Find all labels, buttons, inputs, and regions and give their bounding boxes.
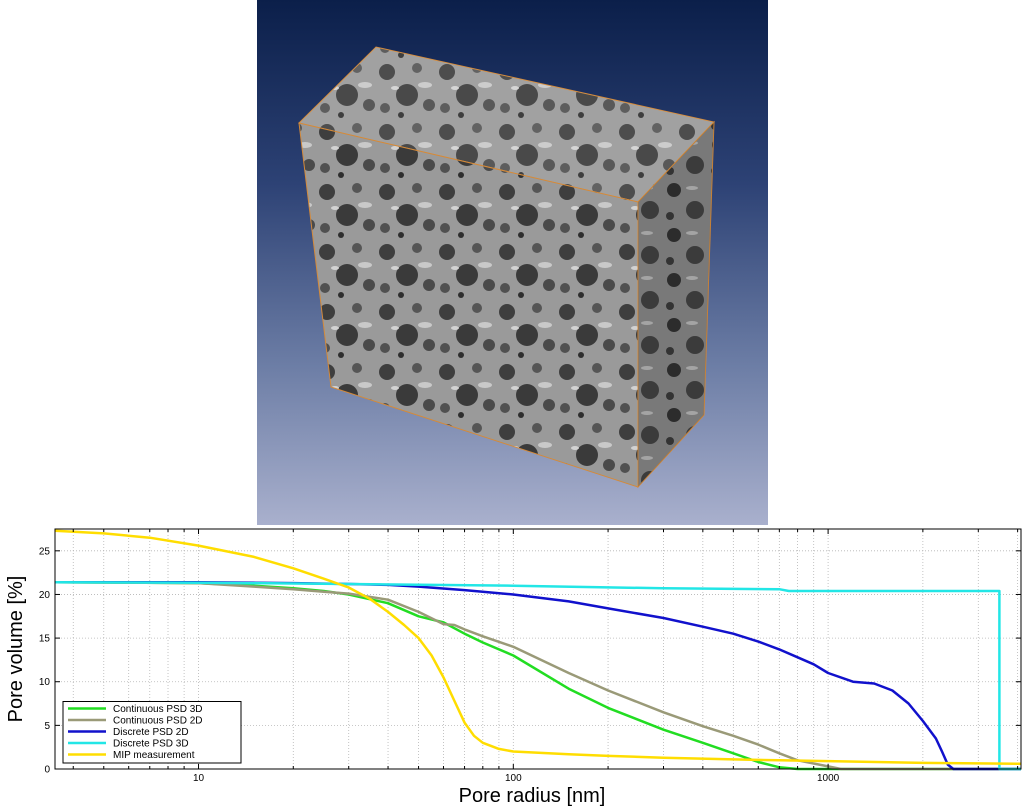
series-line [54, 580, 1021, 771]
y-tick-label: 10 [39, 677, 51, 688]
x-tick-label: 100 [505, 773, 522, 784]
y-tick-label: 0 [44, 765, 50, 776]
legend-label: Discrete PSD 3D [113, 739, 189, 750]
psd-chart: 0 5 10 15 20 25 10 100 1000 Pore radius [nm] Por… [0, 525, 1024, 809]
legend-label: Continuous PSD 3D [113, 704, 203, 715]
y-tick-label: 20 [39, 590, 51, 601]
x-tick-label: 1000 [817, 773, 840, 784]
legend-label: Continuous PSD 2D [113, 716, 203, 727]
plot-area [54, 528, 1022, 770]
legend-label: Discrete PSD 2D [113, 727, 189, 738]
x-axis-label: Pore radius [nm] [459, 785, 606, 807]
y-tick-label: 5 [44, 721, 50, 732]
volume-render-image [298, 46, 715, 489]
y-tick-label: 25 [39, 546, 51, 557]
legend-label: MIP measurement [113, 750, 195, 761]
y-tick-label: 15 [39, 634, 51, 645]
series-line [54, 580, 1021, 771]
y-axis-label: Pore volume [%] [5, 576, 27, 723]
x-tick-label: 10 [193, 773, 205, 784]
axis-ticks: 0 5 10 15 20 25 10 100 1000 [39, 529, 1021, 784]
series-line [54, 529, 1022, 766]
volume-render-panel [257, 0, 768, 525]
psd-chart-svg: 0 5 10 15 20 25 10 100 1000 Pore radius [nm] Por… [5, 528, 1022, 807]
series-layer [54, 529, 1022, 771]
